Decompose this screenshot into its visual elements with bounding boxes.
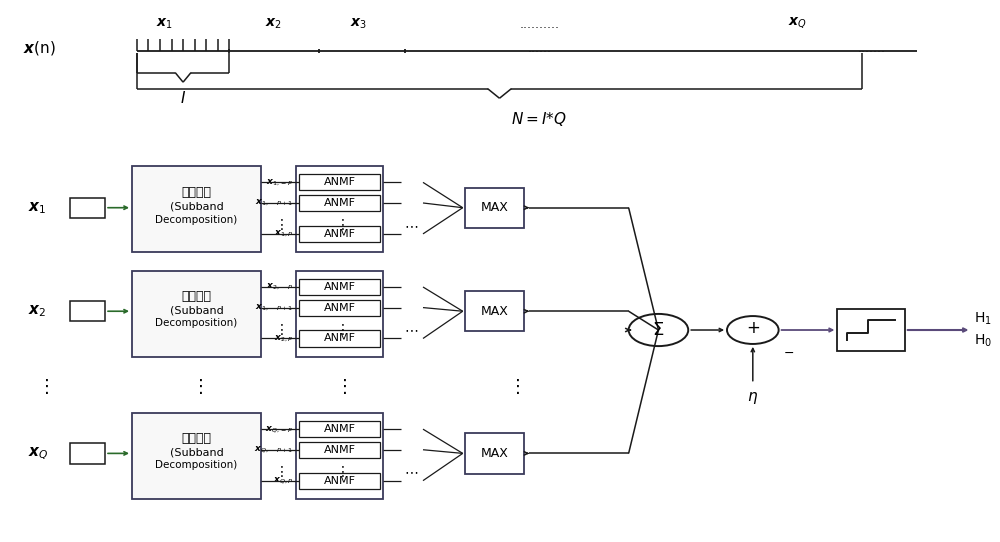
Text: $\boldsymbol{x}_{Q,-P+1}$: $\boldsymbol{x}_{Q,-P+1}$: [254, 444, 293, 455]
Text: 子帶分解: 子帶分解: [181, 186, 211, 199]
Text: $\boldsymbol{x}(\mathrm{n})$: $\boldsymbol{x}(\mathrm{n})$: [23, 40, 55, 57]
Text: ANMF: ANMF: [324, 333, 356, 344]
Text: ......: ......: [527, 42, 551, 55]
Bar: [70, 197, 105, 218]
Text: $\eta$: $\eta$: [747, 390, 758, 406]
Text: H$_1$: H$_1$: [974, 311, 992, 327]
Text: 子帶分解: 子帶分解: [181, 432, 211, 445]
Text: ANMF: ANMF: [324, 476, 356, 486]
Text: $\boldsymbol{x}_{1,-P+1}$: $\boldsymbol{x}_{1,-P+1}$: [255, 198, 293, 208]
Text: .......: .......: [858, 42, 886, 55]
Bar: [299, 175, 380, 190]
Bar: [465, 188, 524, 228]
Bar: [296, 166, 383, 252]
Text: Decomposition): Decomposition): [155, 215, 238, 224]
Text: $\boldsymbol{x}_1$: $\boldsymbol{x}_1$: [156, 16, 173, 31]
Bar: [465, 433, 524, 474]
Text: MAX: MAX: [481, 201, 508, 214]
Text: ANMF: ANMF: [324, 198, 356, 208]
Text: $\vdots$: $\vdots$: [37, 377, 48, 396]
Text: $\vdots$: $\vdots$: [191, 377, 202, 396]
Text: $\vdots$: $\vdots$: [335, 217, 344, 233]
Text: $\boldsymbol{x}_{1,P}$: $\boldsymbol{x}_{1,P}$: [274, 229, 293, 239]
Text: (Subband: (Subband: [170, 202, 223, 211]
Bar: [299, 421, 380, 437]
Text: $\vdots$: $\vdots$: [274, 464, 283, 479]
Text: $\boldsymbol{x}_1$: $\boldsymbol{x}_1$: [28, 200, 46, 216]
Bar: [132, 166, 261, 252]
Text: $\boldsymbol{x}_{1,-P+1}$: $\boldsymbol{x}_{1,-P+1}$: [255, 302, 293, 313]
Text: $\boldsymbol{x}_2$: $\boldsymbol{x}_2$: [28, 304, 46, 319]
Text: MAX: MAX: [481, 305, 508, 318]
Text: (Subband: (Subband: [170, 447, 223, 457]
Text: $\boldsymbol{x}_{2,-P}$: $\boldsymbol{x}_{2,-P}$: [266, 282, 293, 292]
Text: ANMF: ANMF: [324, 282, 356, 292]
Text: Decomposition): Decomposition): [155, 460, 238, 470]
Text: ANMF: ANMF: [324, 229, 356, 239]
Text: ANMF: ANMF: [324, 424, 356, 434]
Bar: [70, 443, 105, 463]
Bar: [465, 291, 524, 331]
Bar: [296, 413, 383, 499]
Text: $\mathit{I}$: $\mathit{I}$: [180, 90, 186, 106]
Text: 子帶分解: 子帶分解: [181, 290, 211, 303]
Text: ANMF: ANMF: [324, 445, 356, 455]
Text: $\boldsymbol{x}_{Q,-P}$: $\boldsymbol{x}_{Q,-P}$: [265, 424, 293, 435]
Text: $\vdots$: $\vdots$: [335, 377, 346, 396]
Text: H$_0$: H$_0$: [974, 333, 992, 349]
Text: ANMF: ANMF: [324, 302, 356, 313]
Text: $\vdots$: $\vdots$: [335, 464, 344, 479]
Bar: [299, 300, 380, 315]
Text: $\vdots$: $\vdots$: [274, 322, 283, 337]
Text: $\cdots$: $\cdots$: [404, 218, 418, 232]
Text: $\boldsymbol{x}_Q$: $\boldsymbol{x}_Q$: [788, 16, 807, 31]
Text: $\boldsymbol{x}_2$: $\boldsymbol{x}_2$: [265, 16, 281, 31]
Bar: [299, 442, 380, 458]
Text: ANMF: ANMF: [324, 177, 356, 188]
Text: MAX: MAX: [481, 447, 508, 460]
Text: ..........: ..........: [519, 18, 559, 31]
Text: $\boldsymbol{x}_{Q,P}$: $\boldsymbol{x}_{Q,P}$: [273, 475, 293, 486]
Text: $\boldsymbol{x}_Q$: $\boldsymbol{x}_Q$: [28, 445, 48, 462]
Bar: [299, 195, 380, 211]
Text: $\vdots$: $\vdots$: [274, 217, 283, 233]
Text: $-$: $-$: [783, 346, 794, 359]
Text: +: +: [746, 319, 760, 338]
Text: $\vdots$: $\vdots$: [335, 322, 344, 337]
Bar: [299, 473, 380, 489]
Text: $\Sigma$: $\Sigma$: [652, 321, 665, 339]
Text: $\boldsymbol{x}_{2,P}$: $\boldsymbol{x}_{2,P}$: [274, 333, 293, 344]
Bar: [296, 271, 383, 357]
Text: Decomposition): Decomposition): [155, 318, 238, 328]
Text: $\boldsymbol{x}_{1,-P}$: $\boldsymbol{x}_{1,-P}$: [266, 177, 293, 188]
Bar: [299, 279, 380, 295]
Bar: [299, 331, 380, 346]
Bar: [132, 413, 261, 499]
Bar: [132, 271, 261, 357]
Bar: [837, 308, 905, 351]
Text: (Subband: (Subband: [170, 305, 223, 315]
Bar: [70, 301, 105, 321]
Text: $\cdots$: $\cdots$: [404, 464, 418, 479]
Text: $\cdots$: $\cdots$: [404, 322, 418, 337]
Text: $N{=}I{*}Q$: $N{=}I{*}Q$: [511, 110, 567, 128]
Text: $\vdots$: $\vdots$: [508, 377, 520, 396]
Text: $\boldsymbol{x}_3$: $\boldsymbol{x}_3$: [350, 16, 367, 31]
Bar: [299, 226, 380, 242]
